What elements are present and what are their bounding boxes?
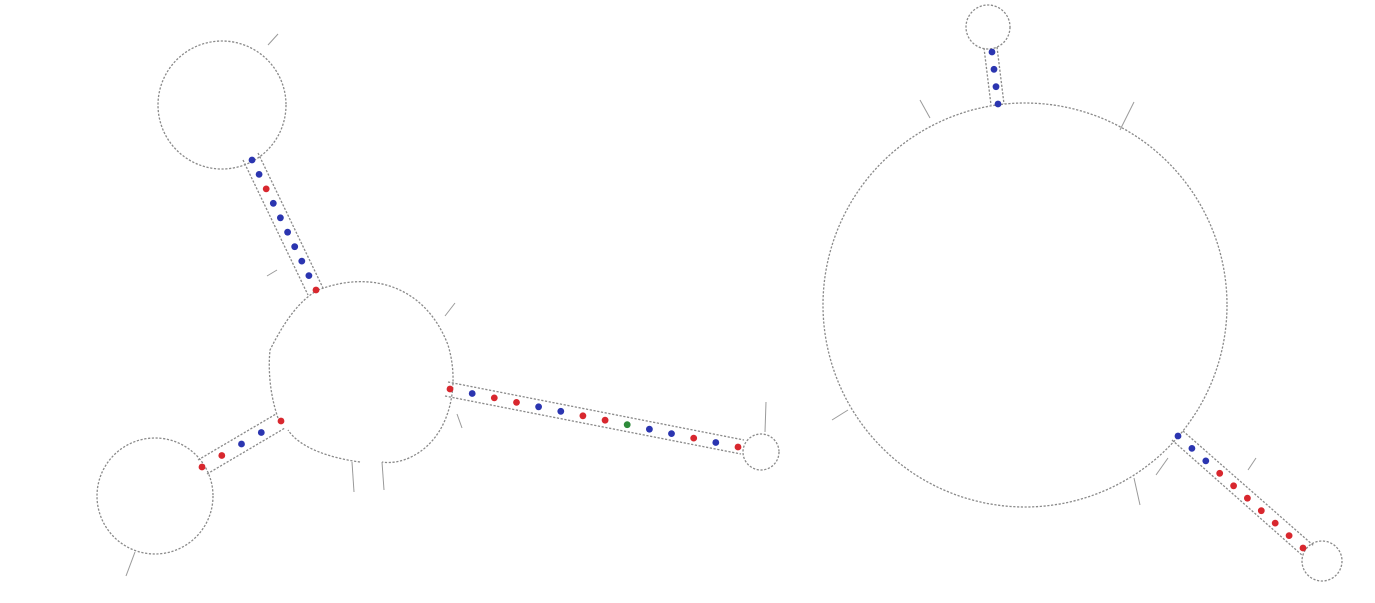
base-pair-au xyxy=(238,440,245,448)
left-structure xyxy=(96,33,780,577)
base-pair-gc xyxy=(277,417,285,425)
base-pair-gc xyxy=(312,286,320,294)
base-pair-gc xyxy=(198,463,206,471)
left-upper-hairpin-loop xyxy=(157,40,287,170)
base-pair-gc xyxy=(1257,507,1265,515)
base-pair-gc xyxy=(1285,532,1293,539)
base-pair-au xyxy=(646,425,653,433)
base-pair-au xyxy=(298,257,306,265)
base-pair-au xyxy=(994,100,1002,108)
left-lower-stem-strand-a xyxy=(197,413,277,461)
base-pair-gc xyxy=(490,394,498,402)
base-pair-au xyxy=(712,439,720,446)
left-central-multiloop xyxy=(268,281,454,464)
base-pair-gc xyxy=(446,385,454,393)
base-pair-gc xyxy=(513,399,520,406)
right-top-hairpin-loop xyxy=(965,4,1011,50)
left-right-stem-strand-a xyxy=(447,381,745,441)
base-pair-au xyxy=(1188,445,1196,452)
left-right-stem-base-pairs xyxy=(446,385,742,451)
base-pair-au xyxy=(990,65,998,73)
right-bottom-stem-strand-b xyxy=(1182,430,1315,547)
base-pair-gc xyxy=(690,434,698,442)
left-right-hairpin-loop xyxy=(742,433,780,471)
right-top-stem-strand-a xyxy=(983,47,992,106)
base-pair-gc xyxy=(218,452,226,459)
left-lower-stem-base-pairs xyxy=(198,417,285,471)
base-pair-gc xyxy=(1244,494,1251,502)
base-pair-gc xyxy=(262,185,270,193)
base-pair-au xyxy=(248,156,256,164)
base-pair-au xyxy=(269,199,277,207)
base-pair-gc xyxy=(734,443,742,451)
right-large-multiloop xyxy=(822,102,1228,508)
left-upper-stem-strand-b xyxy=(257,152,324,289)
base-pair-au xyxy=(468,390,476,397)
right-top-stem-strand-b xyxy=(996,46,1005,105)
base-pair-gc xyxy=(1216,469,1224,477)
base-pair-au xyxy=(291,243,299,251)
base-pair-au xyxy=(988,48,996,56)
base-pair-gc xyxy=(579,412,587,420)
base-pair-au xyxy=(535,403,542,411)
left-upper-stem-strand-a xyxy=(242,159,309,296)
base-pair-gc xyxy=(601,416,609,424)
base-pair-au xyxy=(1202,457,1210,465)
base-pair-au xyxy=(255,171,263,178)
right-position-ticks xyxy=(831,99,1257,506)
left-upper-stem-base-pairs xyxy=(248,156,320,294)
base-pair-au xyxy=(305,272,313,279)
base-pair-au xyxy=(284,228,291,236)
left-lower-hairpin-loop xyxy=(96,437,214,555)
base-pair-gc xyxy=(1230,482,1237,490)
base-pair-au xyxy=(668,430,675,437)
right-bottom-hairpin-loop xyxy=(1301,540,1343,582)
left-lower-stem-strand-b xyxy=(206,427,286,475)
base-pair-au xyxy=(1174,432,1182,440)
base-pair-gu xyxy=(623,421,631,429)
base-pair-au xyxy=(277,214,284,222)
right-bottom-stem-strand-a xyxy=(1171,439,1304,557)
left-right-stem-strand-b xyxy=(444,395,742,455)
base-pair-au xyxy=(257,429,265,436)
base-pair-gc xyxy=(1271,519,1279,527)
base-pair-au xyxy=(992,83,1000,91)
base-pair-au xyxy=(557,407,565,415)
right-top-stem-base-pairs xyxy=(988,48,1002,108)
right-bottom-stem-base-pairs xyxy=(1174,432,1307,552)
base-pair-gc xyxy=(1299,544,1307,552)
left-position-ticks xyxy=(125,33,767,577)
right-structure xyxy=(822,4,1343,582)
